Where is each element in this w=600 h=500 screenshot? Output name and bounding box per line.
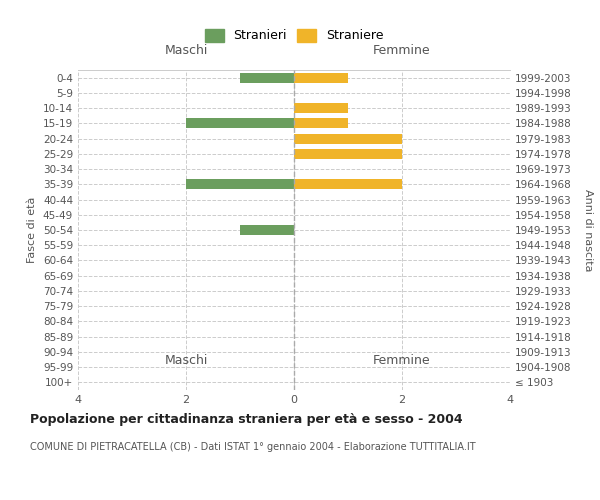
Y-axis label: Anni di nascita: Anni di nascita bbox=[583, 188, 593, 271]
Text: Maschi: Maschi bbox=[164, 354, 208, 366]
Text: Popolazione per cittadinanza straniera per età e sesso - 2004: Popolazione per cittadinanza straniera p… bbox=[30, 412, 463, 426]
Bar bbox=[294, 103, 348, 113]
Text: Maschi: Maschi bbox=[164, 44, 208, 57]
Bar bbox=[186, 180, 294, 189]
Bar bbox=[240, 225, 294, 235]
Bar bbox=[240, 72, 294, 83]
Text: COMUNE DI PIETRACATELLA (CB) - Dati ISTAT 1° gennaio 2004 - Elaborazione TUTTITA: COMUNE DI PIETRACATELLA (CB) - Dati ISTA… bbox=[30, 442, 476, 452]
Text: Femmine: Femmine bbox=[373, 44, 431, 57]
Bar bbox=[294, 118, 348, 128]
Y-axis label: Fasce di età: Fasce di età bbox=[28, 197, 37, 263]
Text: Femmine: Femmine bbox=[373, 354, 431, 366]
Bar bbox=[294, 134, 402, 143]
Legend: Stranieri, Straniere: Stranieri, Straniere bbox=[201, 25, 387, 46]
Bar bbox=[294, 180, 402, 189]
Bar bbox=[186, 118, 294, 128]
Bar bbox=[294, 72, 348, 83]
Bar bbox=[294, 149, 402, 159]
